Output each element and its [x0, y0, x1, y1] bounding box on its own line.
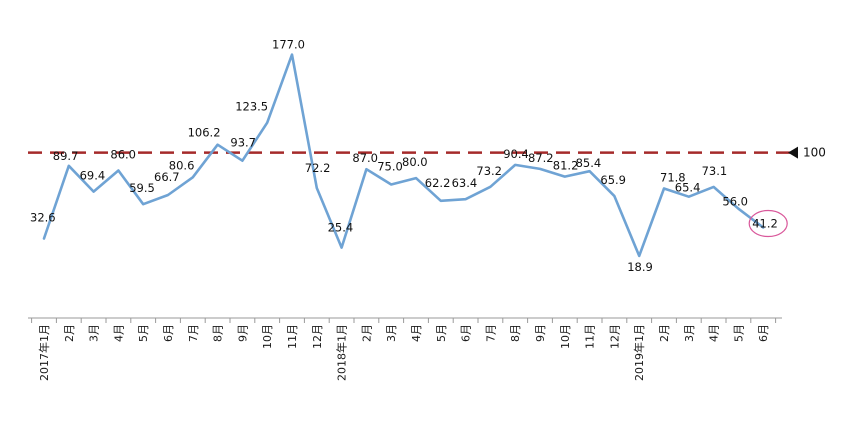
data-label: 89.7 [53, 149, 79, 163]
data-label: 59.5 [129, 181, 155, 195]
data-label: 86.0 [110, 147, 136, 161]
reference-label: 100 [803, 146, 826, 160]
x-tick-label: 12月 [311, 324, 324, 349]
data-label: 73.2 [476, 164, 502, 178]
x-tick-label: 6月 [162, 324, 175, 342]
data-label: 32.6 [30, 210, 56, 224]
x-tick-label: 2月 [360, 324, 373, 342]
x-tick-label: 5月 [732, 324, 745, 342]
highlight-circle [748, 209, 788, 238]
data-label: 25.4 [328, 221, 354, 235]
data-label: 66.7 [154, 170, 180, 184]
data-label: 71.8 [660, 171, 686, 185]
data-label: 106.2 [188, 126, 221, 140]
data-label: 81.2 [553, 159, 579, 173]
x-tick-label: 2017年1月 [37, 324, 51, 381]
x-tick-label: 5月 [435, 324, 448, 342]
x-tick-label: 2019年1月 [632, 324, 646, 381]
x-tick-label: 8月 [509, 324, 522, 342]
data-label: 18.9 [627, 260, 653, 274]
data-label: 65.4 [675, 181, 701, 195]
x-tick-label: 8月 [212, 324, 225, 342]
x-tick-label: 7月 [484, 324, 497, 342]
data-labels-group: 32.6 89.769.4 86.0 59.566.780.6 106.2 93.7 123… [30, 38, 778, 274]
data-label: 73.1 [702, 164, 728, 178]
x-tick-label: 7月 [187, 324, 200, 342]
data-label: 123.5 [235, 100, 268, 114]
x-tick-label: 3月 [683, 324, 696, 342]
series-group [42, 53, 788, 258]
data-label: 75.0 [377, 159, 403, 173]
x-tick-label: 2月 [63, 324, 76, 342]
data-label: 63.4 [452, 176, 478, 190]
tick-labels-group: 2017年1月 2月 3月 4月 5月 6月 7月 8月 9月 10月 11月 12月 2018年1月 2… [37, 324, 770, 381]
reference-arrow-icon [788, 146, 798, 159]
x-tick-label: 9月 [236, 324, 249, 342]
x-tick-label: 10月 [261, 324, 274, 349]
series-line [42, 53, 765, 258]
x-tick-label: 4月 [112, 324, 125, 342]
reference-group: 100 [28, 146, 826, 160]
x-tick-label: 9月 [534, 324, 547, 342]
x-tick-label: 11月 [584, 324, 597, 349]
data-label: 41.2 [752, 217, 778, 231]
data-label: 65.9 [600, 173, 626, 187]
data-label: 177.0 [272, 38, 305, 52]
data-label: 93.7 [230, 136, 256, 150]
x-tick-label: 2018年1月 [335, 324, 349, 381]
x-tick-label: 3月 [88, 324, 101, 342]
data-label: 72.2 [305, 161, 331, 175]
data-label: 87.2 [528, 151, 554, 165]
x-tick-label: 10月 [559, 324, 572, 349]
data-label: 87.0 [352, 151, 378, 165]
x-tick-label: 5月 [137, 324, 150, 342]
x-tick-label: 6月 [460, 324, 473, 342]
x-tick-label: 2月 [658, 324, 671, 342]
x-tick-label: 4月 [410, 324, 423, 342]
x-tick-label: 6月 [757, 324, 770, 342]
data-label: 56.0 [722, 195, 748, 209]
data-label: 80.0 [402, 155, 428, 169]
data-label: 62.2 [425, 176, 451, 190]
x-tick-label: 11月 [286, 324, 299, 349]
x-tick-label: 4月 [708, 324, 721, 342]
data-label: 85.4 [576, 156, 602, 170]
x-tick-label: 12月 [608, 324, 621, 349]
x-axis [28, 317, 782, 323]
data-label: 80.6 [169, 158, 195, 172]
data-label: 69.4 [80, 169, 106, 183]
data-label: 90.4 [503, 147, 529, 161]
x-tick-label: 3月 [385, 324, 398, 342]
